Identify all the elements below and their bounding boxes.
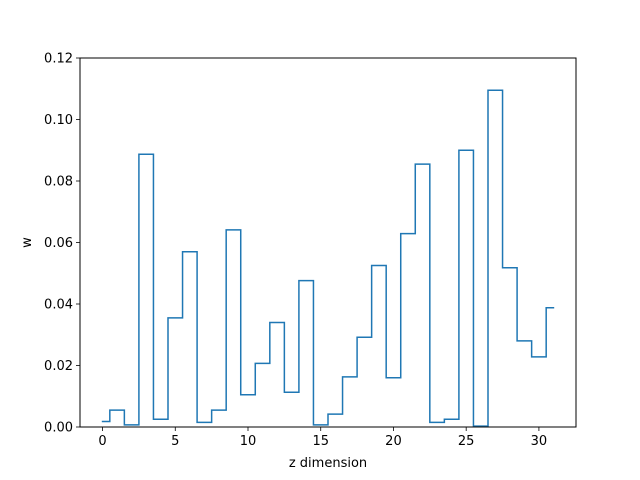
x-tick-label: 25: [458, 434, 475, 449]
y-tick-label: 0.10: [44, 113, 73, 128]
y-tick-label: 0.04: [44, 298, 73, 313]
y-axis: 0.00 0.02 0.04 0.06 0.08 0.10 0.12: [44, 52, 80, 436]
plot-frame: [79, 57, 577, 428]
x-tick-label: 0: [98, 434, 106, 449]
series-line-0: [101, 89, 555, 427]
y-tick-label: 0.06: [44, 236, 73, 251]
x-tick-label: 20: [385, 434, 402, 449]
x-tick-label: 5: [171, 434, 179, 449]
x-axis-label: z dimension: [289, 456, 367, 471]
y-axis-label: w: [20, 237, 35, 248]
x-tick-label: 10: [240, 434, 257, 449]
x-tick-label: 30: [531, 434, 548, 449]
y-tick-label: 0.00: [44, 421, 73, 436]
x-axis: 0 5 10 15 20 25 30: [98, 427, 547, 449]
y-tick-label: 0.02: [44, 359, 73, 374]
y-tick-label: 0.08: [44, 175, 73, 190]
plot-marks: [101, 89, 555, 427]
y-tick-label: 0.12: [44, 52, 73, 67]
x-tick-label: 15: [312, 434, 329, 449]
